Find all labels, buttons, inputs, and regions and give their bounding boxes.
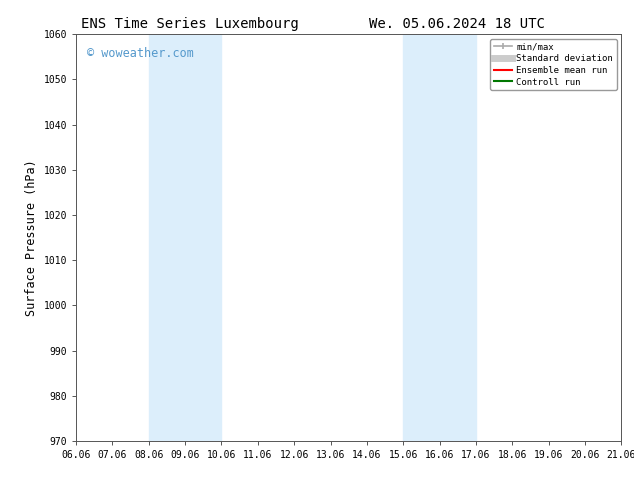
Text: © woweather.com: © woweather.com: [87, 47, 194, 59]
Bar: [403, 34, 476, 441]
Y-axis label: Surface Pressure (hPa): Surface Pressure (hPa): [25, 159, 38, 316]
Legend: min/max, Standard deviation, Ensemble mean run, Controll run: min/max, Standard deviation, Ensemble me…: [490, 39, 617, 90]
Text: ENS Time Series Luxembourg: ENS Time Series Luxembourg: [81, 17, 299, 31]
Bar: [149, 34, 221, 441]
Text: We. 05.06.2024 18 UTC: We. 05.06.2024 18 UTC: [368, 17, 545, 31]
